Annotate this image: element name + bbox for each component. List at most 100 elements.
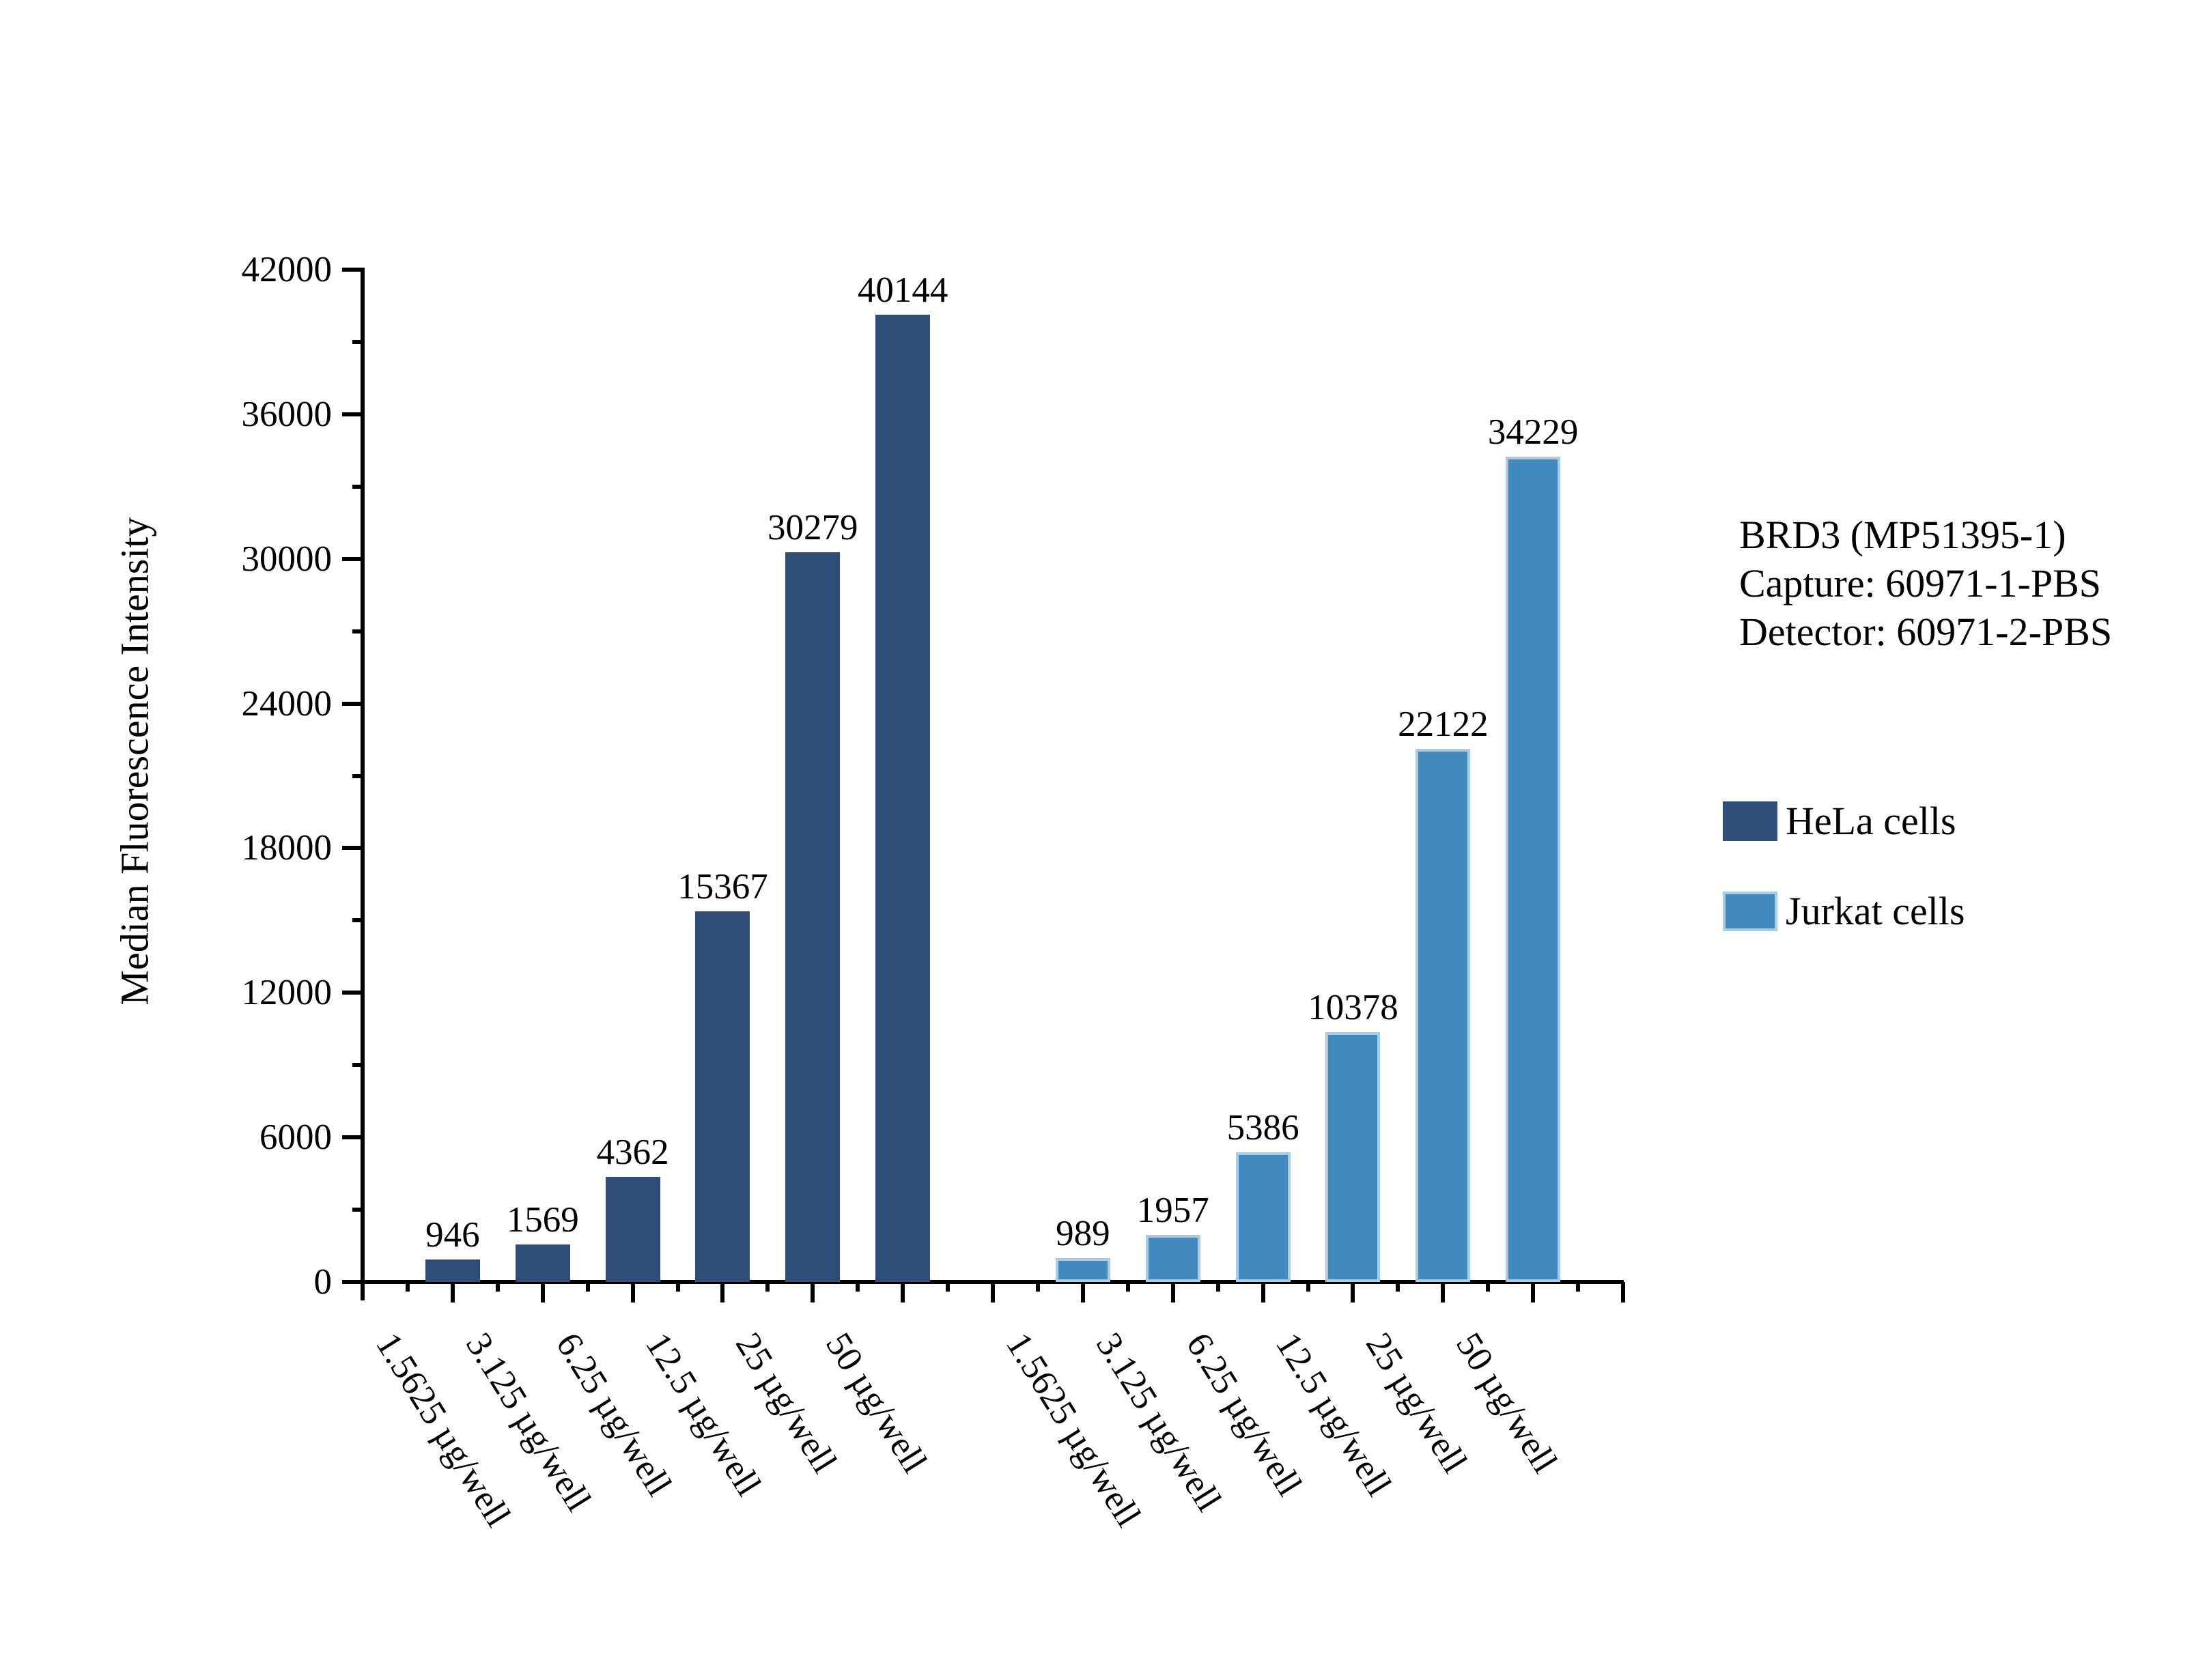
x-tick-label-hela-1: 3.125 µg/well: [458, 1326, 599, 1518]
x-minor-tick: [1306, 1282, 1310, 1292]
x-tick-label-hela-5: 50 µg/well: [818, 1326, 935, 1480]
x-tick-label-hela-4: 25 µg/well: [728, 1326, 845, 1480]
x-minor-tick: [946, 1282, 951, 1292]
bar-jurkat-2: [1235, 1152, 1291, 1282]
bar-hela-3: [695, 911, 750, 1282]
bar-jurkat-3: [1325, 1032, 1381, 1282]
bar-hela-5: [875, 315, 931, 1282]
x-minor-tick: [765, 1282, 770, 1292]
legend-item-hela: HeLa cells: [1723, 801, 1956, 841]
x-major-tick: [1261, 1282, 1265, 1302]
y-minor-tick: [352, 918, 363, 923]
value-label-jurkat-3: 10378: [1308, 988, 1398, 1027]
x-major-tick: [450, 1282, 455, 1302]
x-minor-tick: [1125, 1282, 1130, 1292]
bar-jurkat-4: [1416, 749, 1471, 1282]
y-major-tick: [342, 1135, 363, 1140]
x-tick-label-jurkat-3: 12.5 µg/well: [1268, 1326, 1399, 1503]
x-minor-tick: [1576, 1282, 1581, 1292]
bar-hela-2: [605, 1177, 660, 1282]
bar-jurkat-0: [1055, 1258, 1110, 1282]
x-tick-label-hela-0: 1.5625 µg/well: [368, 1326, 518, 1534]
y-tick-label: 24000: [241, 683, 333, 724]
value-label-jurkat-1: 1957: [1136, 1191, 1209, 1230]
x-major-tick: [1170, 1282, 1175, 1302]
y-tick-label: 12000: [241, 973, 333, 1013]
x-tick-label-jurkat-1: 3.125 µg/well: [1088, 1326, 1229, 1518]
value-label-hela-4: 30279: [768, 508, 858, 547]
hela-swatch: [1723, 801, 1777, 841]
y-major-tick: [342, 701, 363, 706]
x-minor-tick: [1215, 1282, 1220, 1292]
x-tick-label-hela-2: 6.25 µg/well: [548, 1326, 679, 1503]
y-minor-tick: [352, 629, 363, 633]
x-major-tick: [1621, 1282, 1626, 1302]
bar-jurkat-5: [1506, 457, 1561, 1282]
x-major-tick: [991, 1282, 996, 1302]
value-label-jurkat-0: 989: [1056, 1214, 1110, 1253]
y-tick-label: 36000: [241, 394, 333, 434]
x-minor-tick: [1035, 1282, 1040, 1292]
y-major-tick: [342, 556, 363, 561]
x-tick-label-jurkat-2: 6.25 µg/well: [1179, 1326, 1310, 1503]
annotation-line-detector: Detector: 60971-2-PBS: [1739, 610, 2113, 654]
x-minor-tick: [495, 1282, 500, 1292]
annotation-line-capture: Capture: 60971-1-PBS: [1739, 561, 2102, 606]
bar-hela-0: [425, 1259, 480, 1282]
y-major-tick: [342, 1280, 363, 1284]
y-major-tick: [342, 412, 363, 416]
legend-label-jurkat: Jurkat cells: [1786, 889, 1965, 933]
y-minor-tick: [352, 1063, 363, 1068]
bar-hela-4: [785, 552, 841, 1282]
legend-label-hela: HeLa cells: [1786, 799, 1956, 843]
jurkat-swatch: [1723, 892, 1777, 931]
x-major-tick: [540, 1282, 545, 1302]
x-minor-tick: [1396, 1282, 1400, 1292]
x-minor-tick: [675, 1282, 680, 1292]
annotation-line-protein: BRD3 (MP51395-1): [1739, 513, 2066, 557]
y-major-tick: [342, 991, 363, 995]
x-major-tick: [1441, 1282, 1446, 1302]
value-label-jurkat-4: 22122: [1398, 704, 1489, 744]
value-label-hela-3: 15367: [677, 867, 768, 907]
value-label-hela-2: 4362: [596, 1133, 669, 1172]
x-major-tick: [1531, 1282, 1536, 1302]
y-minor-tick: [352, 339, 363, 344]
x-major-tick: [901, 1282, 905, 1302]
x-tick-label-jurkat-0: 1.5625 µg/well: [998, 1326, 1149, 1534]
bar-hela-1: [515, 1244, 570, 1282]
x-minor-tick: [856, 1282, 860, 1292]
x-tick-label-jurkat-4: 25 µg/well: [1358, 1326, 1475, 1480]
y-major-tick: [342, 846, 363, 851]
x-tick-label-hela-3: 12.5 µg/well: [638, 1326, 769, 1503]
x-minor-tick: [405, 1282, 410, 1292]
x-major-tick: [1351, 1282, 1355, 1302]
x-tick-label-jurkat-5: 50 µg/well: [1448, 1326, 1565, 1480]
y-tick-label: 30000: [241, 539, 333, 579]
y-tick-label: 6000: [259, 1117, 332, 1158]
value-label-jurkat-5: 34229: [1487, 412, 1579, 452]
value-label-hela-5: 40144: [857, 270, 948, 310]
value-label-hela-1: 1569: [506, 1200, 579, 1240]
x-major-tick: [811, 1282, 815, 1302]
y-tick-label: 0: [313, 1262, 333, 1302]
y-tick-label: 18000: [241, 828, 333, 868]
y-major-tick: [342, 268, 363, 272]
chart-annotation: BRD3 (MP51395-1) Capture: 60971-1-PBS De…: [1739, 511, 2112, 656]
x-axis-line: [345, 1280, 1624, 1284]
y-tick-label: 42000: [241, 250, 333, 289]
y-minor-tick: [352, 1208, 363, 1212]
value-label-hela-0: 946: [425, 1215, 480, 1255]
x-major-tick: [720, 1282, 725, 1302]
bar-jurkat-1: [1145, 1235, 1200, 1282]
x-major-tick: [630, 1282, 635, 1302]
y-minor-tick: [352, 484, 363, 489]
x-minor-tick: [585, 1282, 590, 1292]
x-major-tick: [1080, 1282, 1085, 1302]
y-axis-line: [361, 268, 365, 1300]
value-label-jurkat-2: 5386: [1226, 1108, 1299, 1148]
legend-item-jurkat: Jurkat cells: [1723, 892, 1965, 931]
y-minor-tick: [352, 773, 363, 778]
